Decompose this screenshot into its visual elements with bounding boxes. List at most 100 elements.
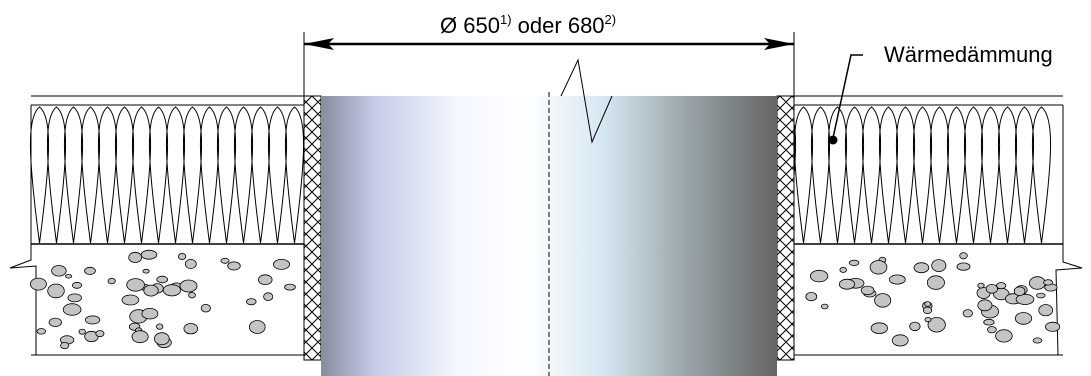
aggregate-stone [47,283,65,299]
left-insulation-loops [29,106,305,244]
aggregate-stone [987,326,997,334]
pipe-break-mark [560,58,613,144]
aggregate-stone [838,278,856,290]
dimension-connector: oder 680 [512,13,605,38]
aggregate-stone [246,298,257,306]
insulation-loop [216,106,237,244]
insulation-loop [895,106,916,244]
aggregate-stone [1038,304,1053,317]
aggregate-stone [891,334,909,347]
right-insulation-loops [776,106,1052,244]
aggregate-stone [60,341,70,350]
aggregate-stone [977,282,985,289]
aggregate-stone [1036,292,1046,299]
aggregate-stone [956,262,971,271]
aggregate-stone [183,323,199,335]
insulation-loop [844,106,865,244]
insulation-loop [63,106,84,244]
aggregate-stone [805,291,818,302]
aggregate-stone [909,321,921,332]
aggregate-stone [179,279,198,293]
aggregate-stone [977,299,993,312]
aggregate-stone [65,274,73,279]
insulation-loop [46,106,67,244]
insulation-loop [929,106,950,244]
aggregate-stone [272,258,290,270]
right-slab [776,95,1083,356]
aggregate-stone [1029,276,1046,290]
aggregate-stone [983,318,995,326]
aggregate-stone [227,261,241,271]
aggregate-stone [85,315,101,325]
dimension-footnote-1: 1) [500,12,512,27]
right-seal-strip [776,95,795,361]
aggregate-stone [924,301,932,307]
aggregate-stone [162,284,181,297]
aggregate-stone [922,306,933,314]
insulation-loop [114,106,135,244]
aggregate-stone [820,303,829,310]
aggregate-stone [996,282,1007,290]
aggregate-stone [926,275,945,290]
insulation-loop [182,106,203,244]
aggregate-stone [959,252,968,260]
aggregate-stone [869,260,888,275]
insulation-loop [80,106,101,244]
aggregate-stone [142,268,150,274]
aggregate-stone [839,266,847,273]
aggregate-stone [48,317,62,327]
aggregate-stone [1043,279,1053,286]
aggregate-stone [1045,321,1061,332]
aggregate-stone [263,292,274,302]
right-concrete-aggregate [805,252,1061,347]
insulation-loop [250,106,271,244]
aggregate-stone [140,249,158,260]
aggregate-stone [284,283,296,291]
aggregate-stone [30,277,47,291]
aggregate-stone [84,266,96,275]
insulation-loop [233,106,254,244]
aggregate-stone [931,259,947,273]
aggregate-stone [126,278,145,292]
insulation-loop [131,106,152,244]
aggregate-stone [72,281,83,289]
left-concrete-aggregate [30,249,296,350]
diameter-dimension: Ø 6501) oder 6802) [303,12,795,96]
insulation-loop [997,106,1018,244]
aggregate-stone [888,274,906,285]
aggregate-stone [985,283,999,294]
aggregate-stone [62,303,82,316]
aggregate-stone [1015,293,1035,305]
aggregate-stone [258,274,273,286]
right-break-line [1055,244,1083,356]
aggregate-stone [156,323,164,330]
insulation-loop [946,106,967,244]
aggregate-stone [924,316,932,323]
dimension-footnote-2: 2) [605,12,617,27]
insulation-loop [97,106,118,244]
insulation-loop [199,106,220,244]
aggregate-stone [128,251,143,263]
aggregate-stone [36,328,47,335]
aggregate-stone [220,257,230,264]
insulation-loop [861,106,882,244]
aggregate-stone [51,265,67,277]
insulation-callout: Wärmedämmung [828,42,1053,145]
aggregate-stone [860,285,875,296]
aggregate-stone [143,284,159,297]
aggregate-stone [927,317,946,333]
aggregate-stone [248,320,266,334]
aggregate-stone [870,322,888,335]
insulation-loop [148,106,169,244]
insulation-loop [827,106,848,244]
aggregate-stone [131,330,149,344]
aggregate-stone [995,329,1013,343]
insulation-loop [267,106,288,244]
dimension-symbol-value-1: Ø 650 [440,13,500,38]
insulation-loop [878,106,899,244]
aggregate-stone [874,293,892,308]
aggregate-stone [121,294,140,306]
aggregate-stone [141,308,159,320]
insulation-leader-dot [828,135,838,145]
